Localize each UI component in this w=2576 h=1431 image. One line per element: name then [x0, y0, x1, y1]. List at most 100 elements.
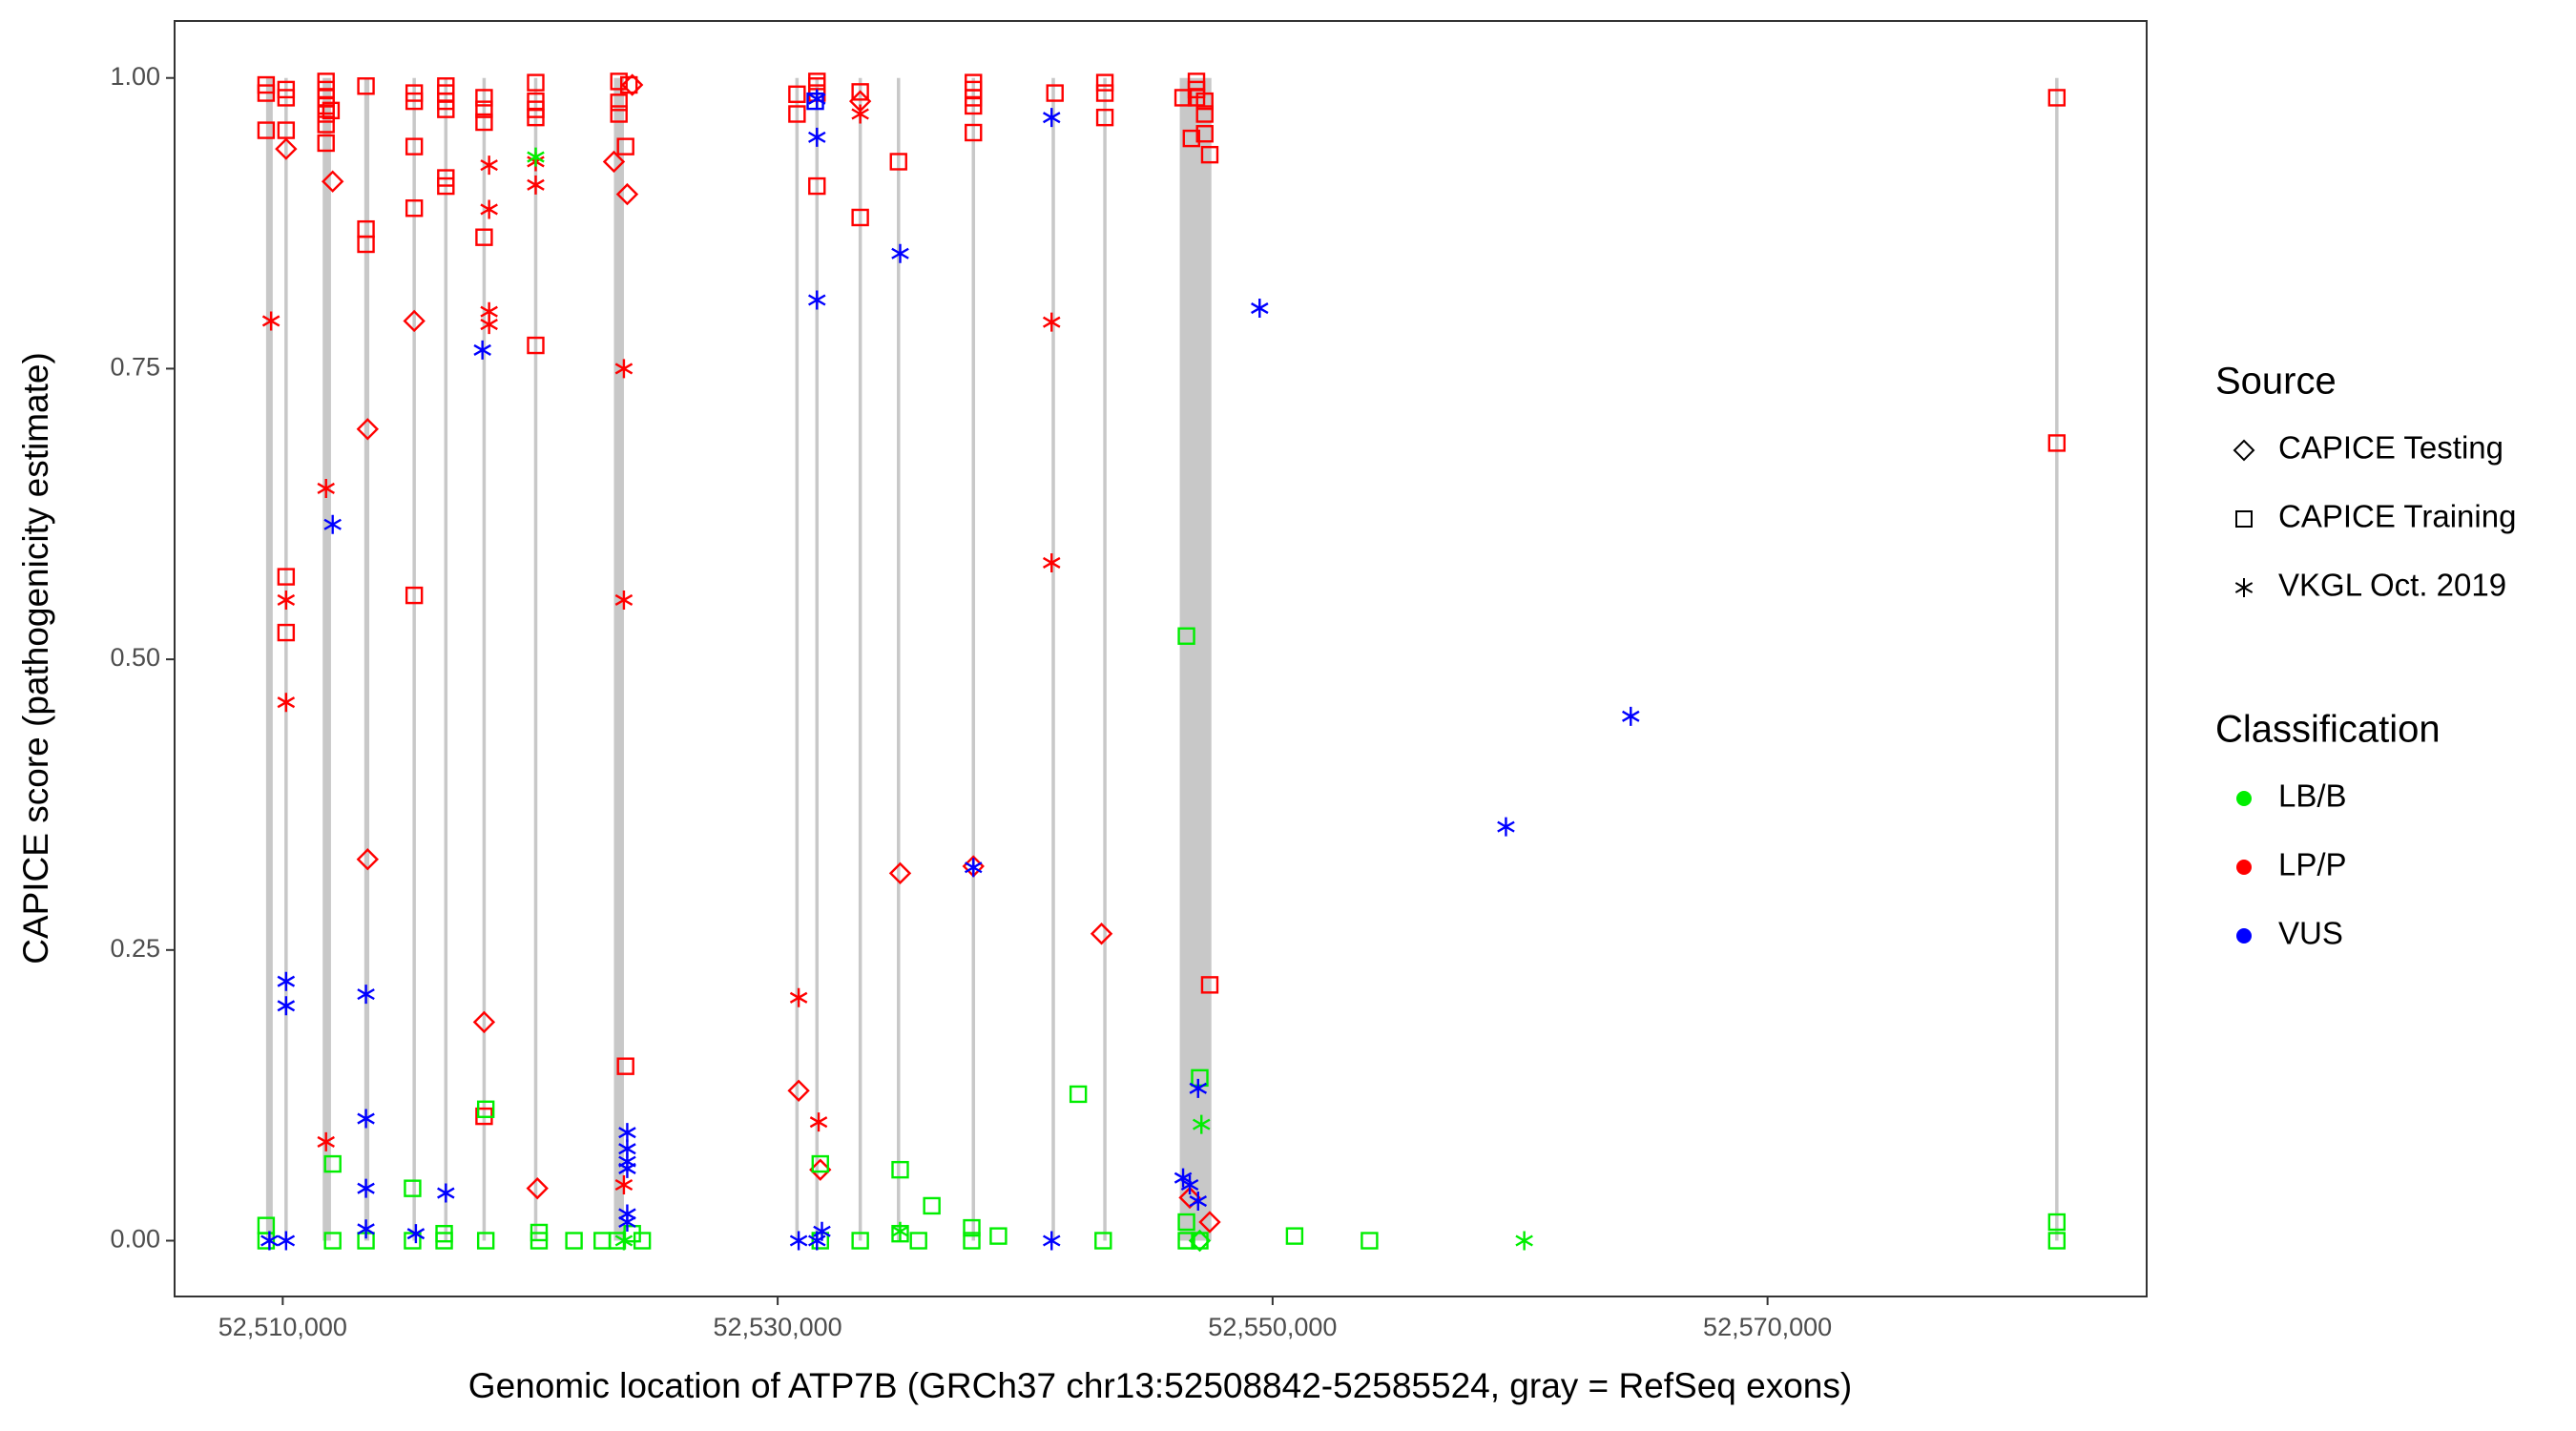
point: [808, 127, 826, 147]
exon: [858, 77, 862, 1241]
point: [889, 153, 907, 171]
legend-symbol: [2236, 860, 2252, 875]
exon: [2055, 77, 2059, 1241]
point: [1191, 1068, 1209, 1088]
point: [527, 147, 545, 167]
point: [317, 134, 335, 153]
point: [527, 175, 545, 195]
point: [1195, 92, 1214, 111]
point: [891, 1221, 909, 1241]
legend-symbol: [2235, 510, 2253, 528]
point: [317, 1131, 335, 1151]
point: [357, 77, 375, 95]
point: [1195, 105, 1214, 123]
point: [1622, 706, 1640, 726]
x-tick-label: 52,550,000: [1208, 1313, 1337, 1341]
point: [1195, 125, 1214, 143]
point: [277, 89, 296, 107]
point: [476, 1100, 495, 1118]
exon: [971, 77, 976, 1241]
point: [475, 113, 493, 132]
point: [1095, 108, 1114, 127]
point: [602, 150, 626, 174]
point: [1192, 1114, 1211, 1134]
point: [480, 156, 498, 176]
point: [620, 73, 644, 96]
point: [1178, 1186, 1201, 1210]
legend-symbol: [2233, 439, 2255, 462]
point: [357, 1219, 375, 1239]
point: [257, 84, 276, 102]
point: [809, 1112, 828, 1132]
point: [2047, 1232, 2067, 1250]
point: [963, 1218, 981, 1237]
point: [357, 985, 375, 1005]
point: [406, 1224, 426, 1244]
point: [1191, 1232, 1209, 1250]
legend-label: VKGL Oct. 2019: [2278, 568, 2506, 603]
point: [257, 1232, 276, 1250]
point: [633, 1232, 652, 1250]
point: [965, 96, 983, 115]
legend-label: CAPICE Testing: [2278, 430, 2503, 466]
point: [323, 1154, 342, 1173]
point: [405, 92, 424, 111]
point: [260, 1231, 279, 1251]
point: [610, 105, 628, 123]
point: [321, 170, 344, 193]
point: [1200, 145, 1219, 164]
exon: [322, 77, 331, 1241]
point: [1042, 108, 1061, 128]
point: [357, 1178, 375, 1198]
point: [1180, 1175, 1199, 1194]
point: [1042, 312, 1061, 332]
legend-label: LB/B: [2278, 778, 2347, 814]
point: [964, 858, 983, 878]
y-tick-label: 1.00: [110, 62, 160, 91]
point: [788, 85, 806, 103]
point: [1046, 84, 1064, 102]
point: [614, 359, 634, 379]
exon: [284, 77, 288, 1241]
exon: [482, 77, 487, 1241]
x-axis-title: Genomic location of ATP7B (GRCh37 chr13:…: [468, 1366, 1852, 1405]
point: [277, 568, 296, 586]
x-tick-label: 52,510,000: [218, 1313, 347, 1341]
point: [404, 1179, 422, 1197]
point: [527, 73, 545, 92]
point: [851, 208, 869, 227]
y-tick-label: 0.00: [110, 1225, 160, 1254]
point: [475, 228, 493, 246]
exon: [1179, 77, 1212, 1241]
point: [277, 590, 296, 610]
point: [616, 1057, 634, 1075]
point: [475, 89, 493, 107]
point: [813, 1221, 831, 1241]
exon: [1051, 77, 1055, 1241]
point: [1189, 1078, 1208, 1098]
point: [2047, 1213, 2067, 1232]
point: [322, 101, 341, 120]
point: [565, 1232, 583, 1250]
point: [1177, 1232, 1195, 1250]
point: [473, 340, 491, 360]
point: [614, 590, 634, 610]
point: [789, 1231, 808, 1251]
point: [789, 987, 808, 1007]
point: [1042, 1231, 1061, 1251]
point: [527, 108, 545, 127]
point: [277, 623, 296, 642]
point: [788, 105, 806, 123]
point: [405, 199, 424, 218]
point: [257, 121, 276, 139]
point: [317, 115, 335, 134]
point: [808, 290, 826, 310]
point: [277, 693, 296, 713]
y-tick-label: 0.50: [110, 643, 160, 672]
point: [277, 971, 296, 991]
point: [808, 176, 826, 196]
point: [277, 1231, 296, 1251]
point: [618, 1213, 636, 1232]
